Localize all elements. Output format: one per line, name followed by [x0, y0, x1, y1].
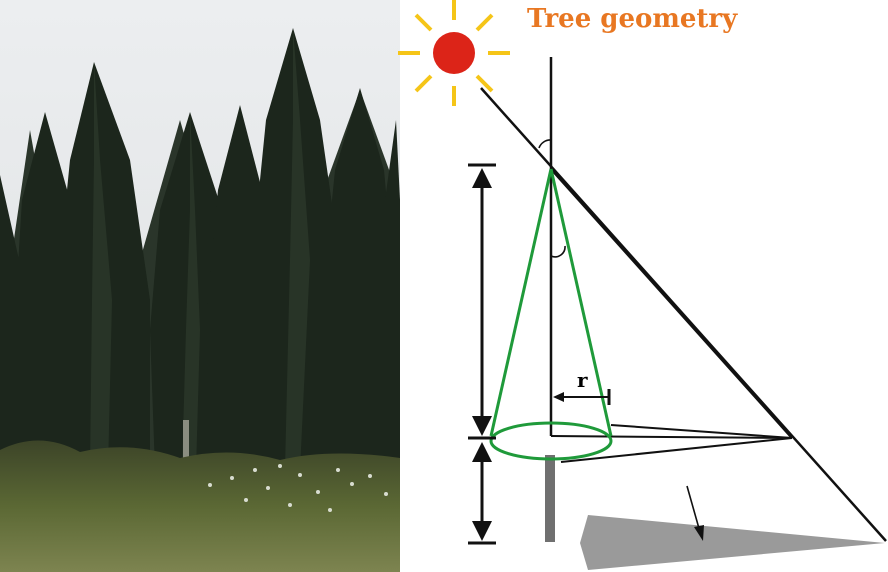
shadow-pointer-arrow [686, 485, 701, 533]
tree-geometry-diagram: Tree geometry r [398, 0, 887, 570]
tree-highlights [90, 28, 310, 470]
cypress-forest-photo [0, 0, 400, 572]
radius-label: r [577, 368, 588, 392]
crown-height-top-arrow [472, 168, 492, 188]
sun-angle-arc [538, 139, 552, 149]
trunk [545, 455, 555, 542]
crown-projection-line [550, 435, 793, 439]
ground-flowers [208, 464, 388, 512]
radius-arrowhead [553, 392, 564, 402]
crown-height-bottom-arrow [472, 416, 492, 436]
tree [322, 88, 396, 470]
crown-cone-edge [549, 168, 613, 437]
sun-icon [398, 0, 510, 106]
crown-projection-line [560, 437, 793, 463]
crown-projection-line [550, 168, 793, 439]
tree [380, 120, 400, 470]
trunk-height-top-arrow [472, 442, 492, 462]
sun-ray-line [480, 87, 887, 542]
ground-vegetation [0, 440, 400, 572]
crown-cone-edge [489, 168, 553, 437]
crown-angle-arc [550, 245, 566, 258]
crown-projection-line [610, 424, 793, 439]
diagram-title: Tree geometry [527, 4, 738, 34]
tree-shadow [580, 515, 885, 570]
shadow-pointer-arrowhead [694, 525, 704, 541]
crown-base-ellipse [489, 421, 613, 461]
trunk-height-bottom-arrow [472, 521, 492, 541]
tree-trunk [183, 420, 189, 472]
